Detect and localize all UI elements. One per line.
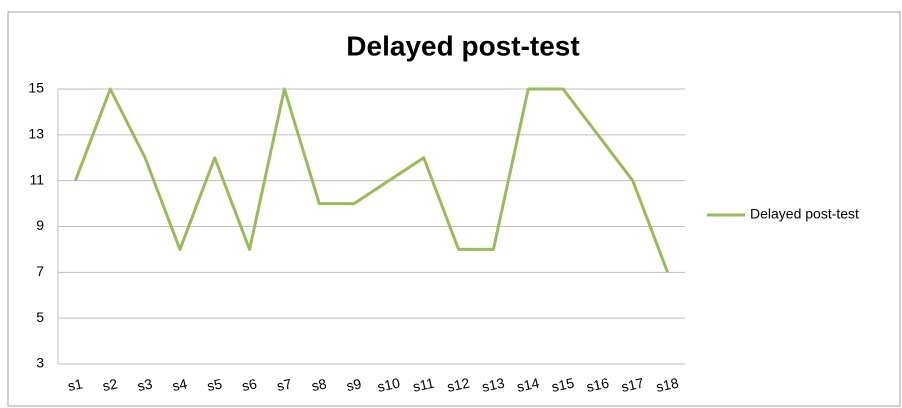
x-tick-label: s4 [171,375,189,394]
y-tick-label: 13 [28,126,44,142]
y-tick-label: 3 [36,355,44,371]
x-tick-label: s3 [136,375,154,394]
y-tick-label: 11 [29,171,44,187]
x-tick-label: s15 [550,375,576,395]
x-tick-label: s5 [206,375,224,394]
x-tick-label: s2 [101,375,119,394]
x-tick-label: s6 [240,375,258,394]
x-tick-label: s1 [66,375,84,394]
y-tick-label: 7 [36,263,44,279]
x-tick-label: s13 [480,375,506,395]
x-tick-label: s18 [655,375,681,395]
x-tick-label: s11 [411,375,436,395]
y-tick-label: 9 [36,217,44,233]
legend-label: Delayed post-test [750,206,859,222]
series-line [74,87,669,273]
x-tick-label: s14 [515,375,541,395]
x-tick-label: s10 [376,375,402,395]
x-tick-label: s17 [620,375,646,395]
chart-frame [7,11,901,407]
y-tick-label: 5 [36,309,44,325]
chart-title: Delayed post-test [346,30,579,61]
y-tick-label: 15 [28,80,44,96]
x-tick-label: s9 [345,375,363,394]
x-tick-label: s7 [275,375,293,394]
x-tick-label: s8 [310,375,328,394]
x-tick-label: s12 [446,375,472,395]
x-tick-label: s16 [585,375,611,395]
